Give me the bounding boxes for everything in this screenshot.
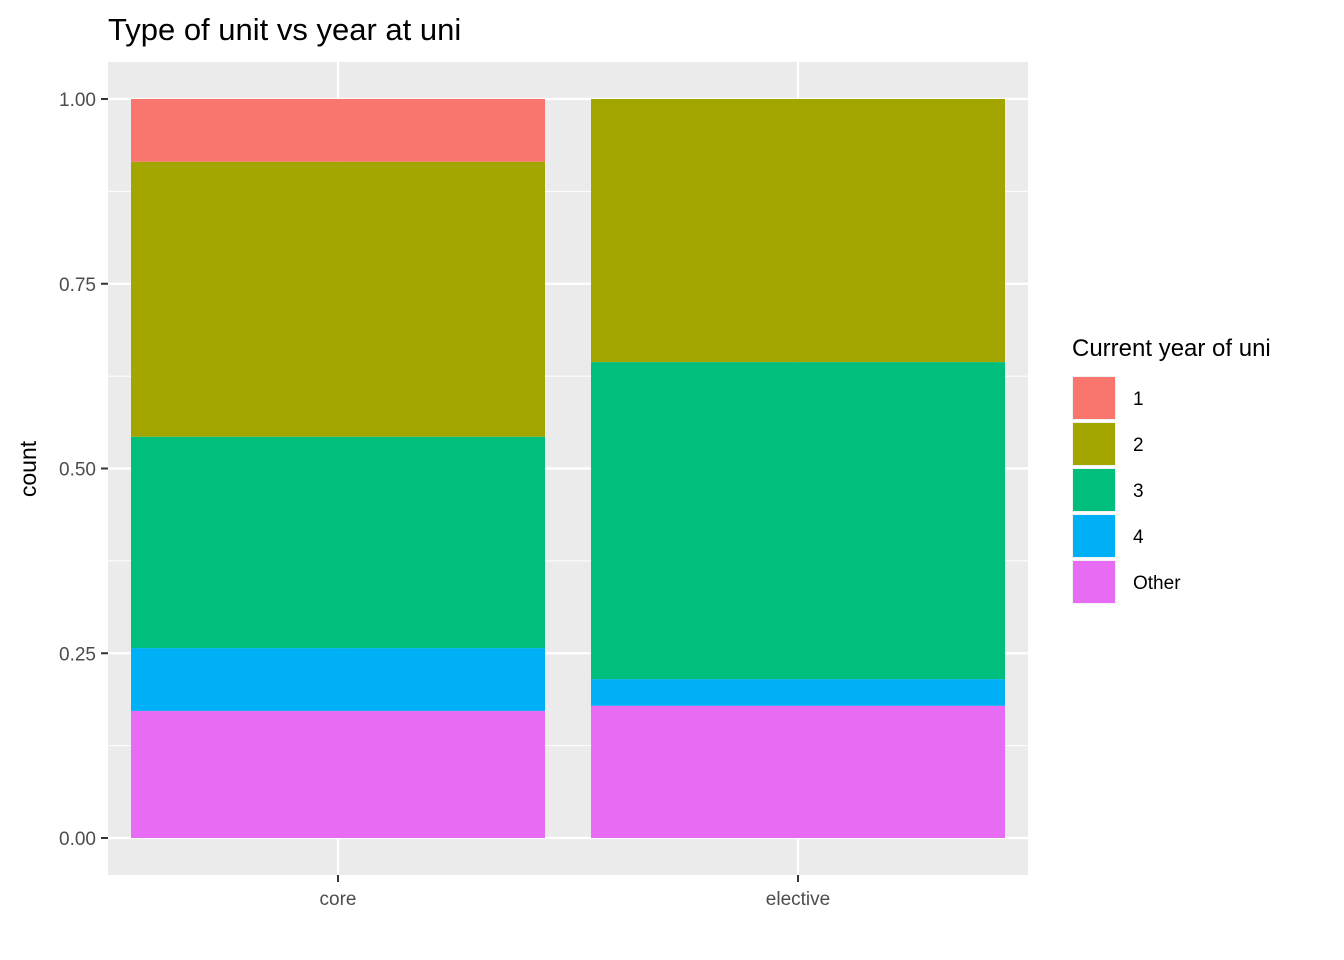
x-tick-label: elective — [766, 889, 830, 910]
legend-title: Current year of uni — [1072, 335, 1271, 362]
bars — [131, 99, 1005, 838]
y-tick-label: 0.00 — [59, 829, 96, 850]
legend-label: 2 — [1133, 435, 1144, 456]
y-tick-label: 0.50 — [59, 460, 96, 481]
x-axis: core elective — [320, 875, 830, 910]
y-axis-title: count — [15, 440, 41, 497]
y-tick-label: 1.00 — [59, 90, 96, 111]
legend-key-other — [1073, 561, 1115, 603]
bar-segment-elective-other — [591, 705, 1005, 838]
y-axis: 0.00 0.25 0.50 0.75 1.00 — [59, 90, 108, 850]
bar-segment-core-3 — [131, 436, 545, 649]
legend: Current year of uni 1 2 3 4 Other — [1072, 335, 1271, 604]
legend-label: 4 — [1133, 527, 1144, 548]
bar-segment-elective-4 — [591, 679, 1005, 706]
legend-key-1 — [1073, 377, 1115, 419]
bar-segment-core-2 — [131, 161, 545, 437]
y-tick-label: 0.75 — [59, 275, 96, 296]
bar-segment-core-other — [131, 710, 545, 838]
legend-key-2 — [1073, 423, 1115, 465]
legend-label: Other — [1133, 573, 1181, 594]
legend-label: 1 — [1133, 389, 1144, 410]
bar-segment-elective-2 — [591, 99, 1005, 363]
legend-key-3 — [1073, 469, 1115, 511]
x-tick-label: core — [320, 889, 357, 910]
bar-segment-elective-3 — [591, 362, 1005, 680]
legend-key-4 — [1073, 515, 1115, 557]
y-tick-label: 0.25 — [59, 644, 96, 665]
legend-label: 3 — [1133, 481, 1144, 502]
chart-title: Type of unit vs year at uni — [108, 12, 461, 47]
bar-segment-core-4 — [131, 648, 545, 711]
bar-segment-core-1 — [131, 99, 545, 162]
